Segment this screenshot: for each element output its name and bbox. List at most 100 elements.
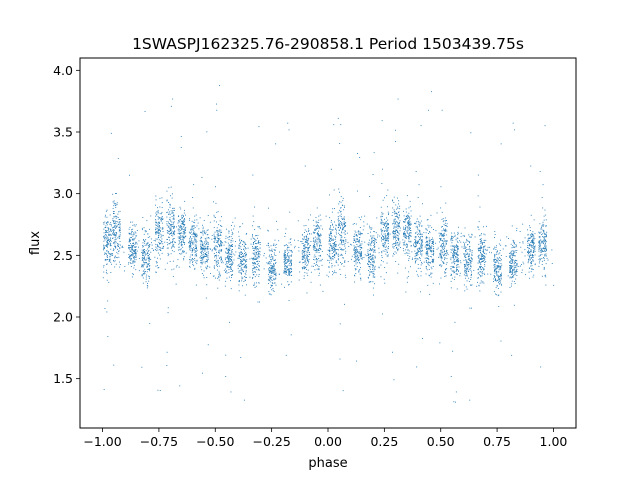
data-point [404, 233, 406, 235]
data-point [189, 237, 191, 239]
data-point [109, 233, 111, 235]
data-point [206, 265, 208, 267]
data-point [332, 274, 333, 276]
data-point [129, 240, 131, 241]
data-point [166, 200, 168, 202]
data-point [353, 249, 355, 251]
data-point [477, 247, 479, 249]
data-point [115, 216, 117, 217]
data-point [109, 254, 111, 255]
data-point [258, 126, 260, 128]
data-point [103, 223, 105, 225]
data-point [369, 269, 371, 270]
data-point [166, 223, 168, 225]
data-point [230, 244, 232, 246]
data-point [106, 259, 108, 261]
data-point [408, 235, 409, 237]
data-point [335, 225, 337, 227]
data-point [229, 253, 231, 255]
data-point [238, 231, 239, 233]
data-point [373, 261, 375, 263]
data-point [172, 210, 174, 211]
data-point [205, 244, 207, 245]
data-point [228, 272, 230, 273]
data-point [442, 234, 444, 236]
data-point [307, 259, 308, 261]
data-point [408, 226, 410, 228]
data-point [285, 268, 287, 269]
data-point [420, 243, 422, 244]
data-point [542, 242, 544, 244]
data-point [301, 251, 303, 253]
data-point [456, 270, 457, 271]
data-point [228, 257, 229, 259]
data-point [146, 242, 148, 244]
data-point [287, 254, 288, 256]
data-point [258, 241, 259, 243]
data-point [498, 279, 500, 280]
data-point [107, 246, 108, 248]
data-point [393, 196, 395, 198]
data-point [115, 221, 117, 222]
data-point [115, 204, 117, 206]
data-point [516, 275, 518, 276]
data-point [263, 253, 265, 254]
data-point [380, 216, 382, 218]
data-point [213, 247, 215, 249]
data-point [326, 274, 328, 276]
data-point [302, 238, 304, 240]
data-point [224, 241, 226, 243]
data-point [318, 234, 320, 236]
data-point [194, 235, 196, 237]
data-point [466, 272, 467, 274]
data-point [133, 245, 134, 246]
data-point [355, 234, 357, 235]
data-point [340, 213, 342, 215]
data-point [509, 255, 511, 257]
data-point [480, 261, 482, 263]
data-point [496, 270, 498, 272]
data-point [158, 226, 160, 228]
data-point [330, 258, 332, 260]
data-point [514, 262, 516, 264]
data-point [353, 260, 355, 262]
data-point [456, 245, 458, 247]
data-point [225, 237, 227, 239]
data-point [148, 257, 150, 258]
data-point [409, 200, 411, 202]
data-point [479, 242, 481, 244]
data-point [469, 259, 470, 261]
data-point [245, 244, 247, 245]
data-point [200, 244, 202, 245]
data-point [270, 263, 272, 265]
data-point [286, 267, 288, 268]
data-point [181, 217, 183, 219]
data-point [466, 273, 468, 275]
data-point [217, 262, 219, 264]
data-point [500, 274, 502, 276]
data-point [399, 222, 400, 223]
data-point [330, 221, 332, 223]
data-point [106, 269, 107, 271]
data-point [115, 205, 116, 207]
data-point [329, 229, 331, 230]
data-point [160, 236, 162, 238]
data-point [273, 244, 275, 246]
data-point [455, 271, 457, 272]
data-point [156, 247, 158, 249]
data-point [183, 223, 184, 225]
data-point [430, 273, 432, 275]
data-point [333, 245, 335, 247]
data-point [455, 261, 457, 262]
data-point [272, 278, 274, 280]
data-point [315, 241, 317, 243]
data-point [304, 255, 306, 256]
data-point [240, 269, 242, 271]
data-point [428, 233, 429, 234]
data-point [252, 264, 254, 266]
data-point [500, 274, 501, 275]
data-point [338, 244, 340, 246]
data-point [418, 225, 420, 227]
data-point [142, 256, 144, 258]
data-point [457, 251, 459, 253]
